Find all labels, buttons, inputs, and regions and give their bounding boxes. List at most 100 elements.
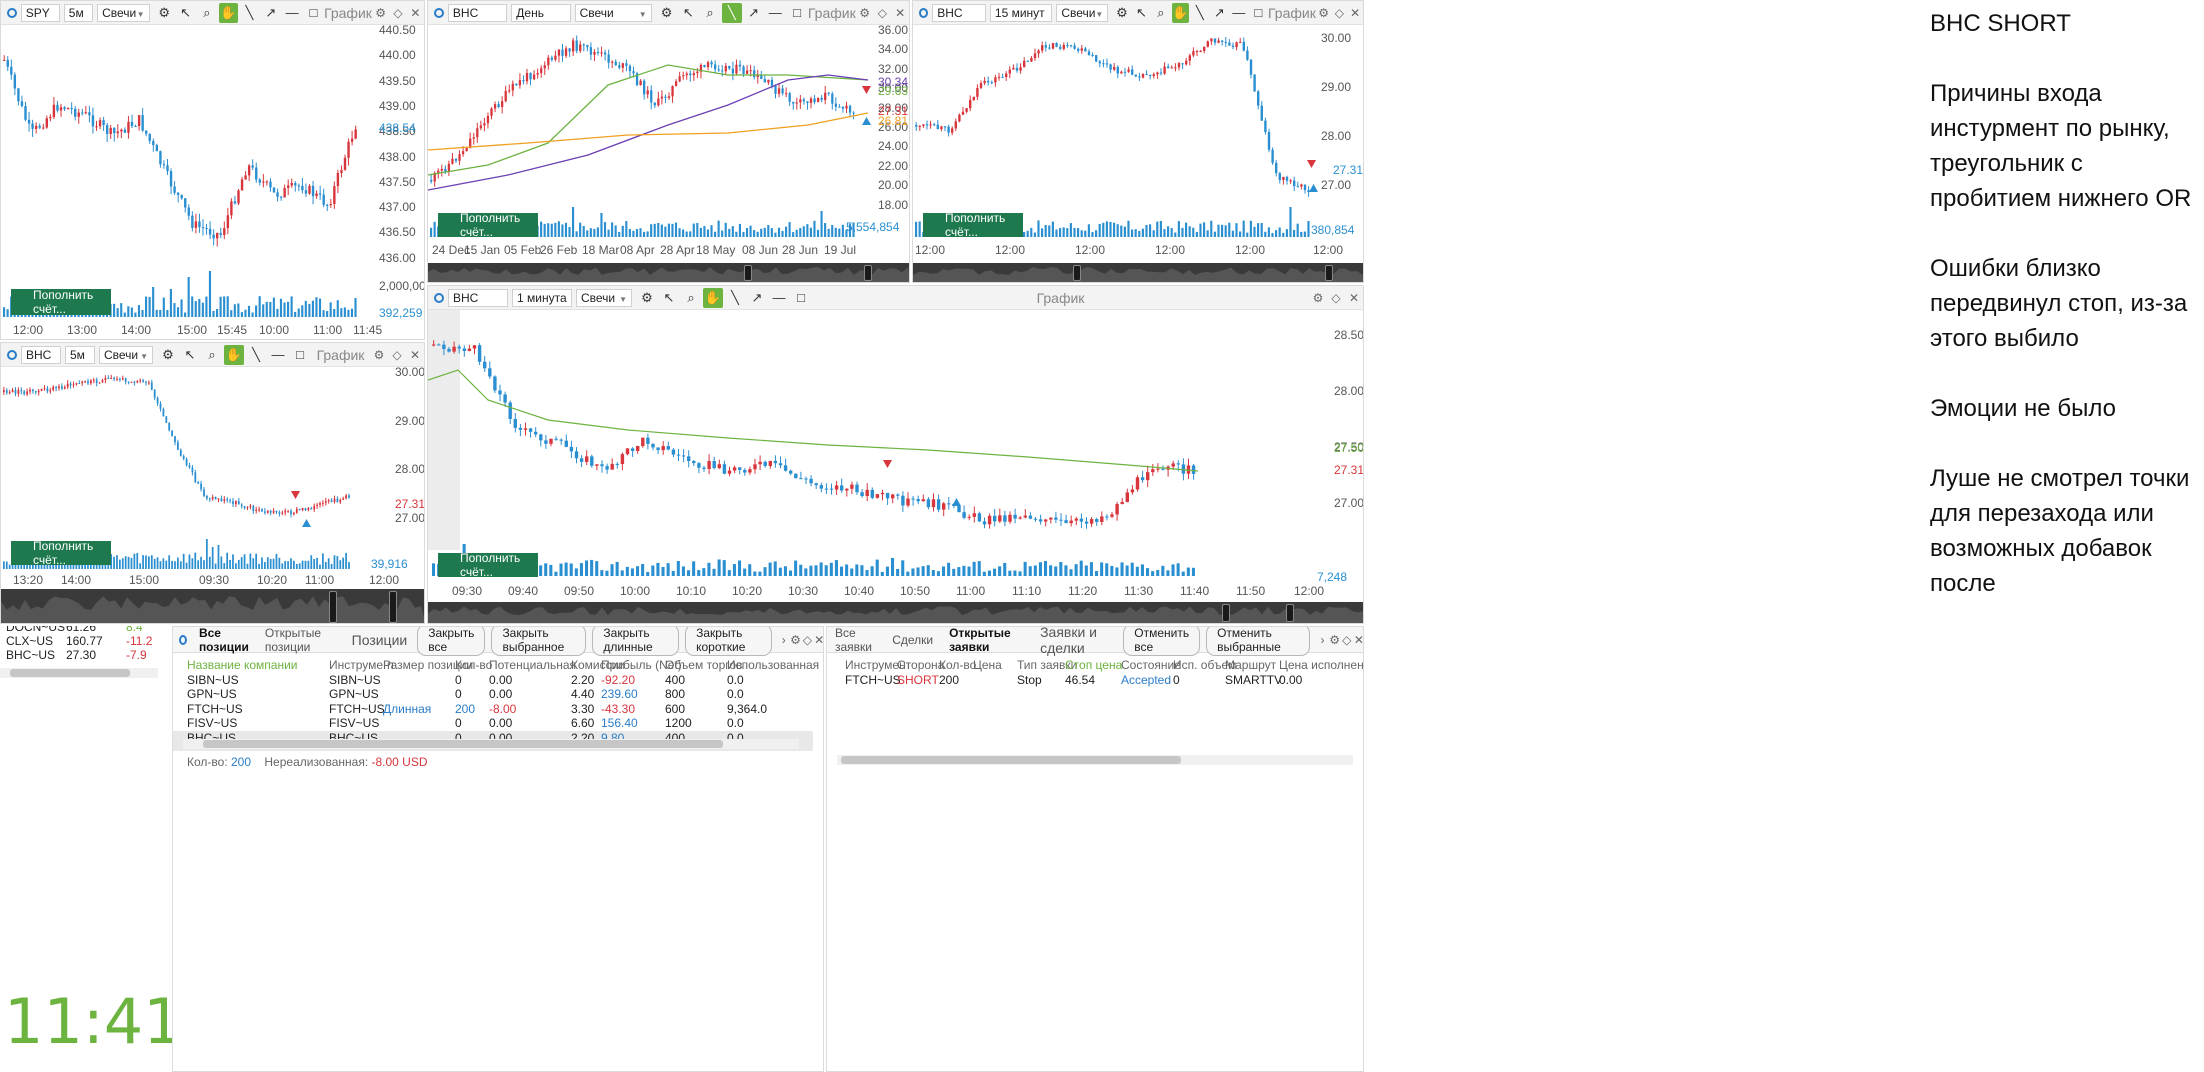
pin-icon[interactable] xyxy=(919,7,929,18)
cursor-icon[interactable]: ↖ xyxy=(682,4,694,20)
interval-select[interactable]: 15 минут xyxy=(989,3,1053,22)
column-header[interactable]: Кол-во xyxy=(939,658,977,672)
hline-tool-icon[interactable]: — xyxy=(1232,5,1246,20)
column-header[interactable]: Прибыль (Net) xyxy=(601,658,682,672)
ticker-select[interactable]: SPY xyxy=(20,3,60,22)
rect-tool-icon[interactable]: □ xyxy=(1254,5,1263,20)
zoom-icon[interactable]: ⌕ xyxy=(203,4,211,20)
indicators-icon[interactable]: ⚙ xyxy=(162,346,174,362)
charttype-select[interactable]: Свечи ▼ xyxy=(97,3,150,22)
interval-select[interactable]: 1 минута xyxy=(512,288,572,307)
ticker-select[interactable]: BHC xyxy=(932,3,986,22)
settings-icon[interactable]: ⚙ xyxy=(1312,290,1324,305)
column-header[interactable]: Использованная Г xyxy=(727,658,824,672)
positions-scrollbar[interactable] xyxy=(183,739,799,749)
ticker-select[interactable]: BHC xyxy=(448,288,508,307)
charttype-select[interactable]: Свечи ▼ xyxy=(1056,3,1109,22)
line-tool-active-icon[interactable]: ╲ xyxy=(721,2,742,23)
hand-icon[interactable]: ✋ xyxy=(703,287,723,308)
column-header[interactable]: Размер позиции xyxy=(383,658,474,672)
indicators-icon[interactable]: ⚙ xyxy=(1116,4,1128,20)
close-icon[interactable]: ✕ xyxy=(1353,632,1364,647)
scroll-thumb[interactable] xyxy=(10,669,130,677)
scroll-thumb[interactable] xyxy=(203,740,723,748)
column-header[interactable]: Объем торгов xyxy=(665,658,743,672)
cursor-icon[interactable]: ↖ xyxy=(663,289,675,305)
close-short-button[interactable]: Закрыть короткие xyxy=(685,627,772,656)
interval-select[interactable]: День xyxy=(511,3,571,22)
pin-icon[interactable] xyxy=(434,292,444,303)
navigator-handle-right[interactable] xyxy=(389,591,397,623)
charttype-select[interactable]: Свечи ▼ xyxy=(99,345,153,364)
hand-icon[interactable]: ✋ xyxy=(218,2,238,23)
pin-icon[interactable] xyxy=(7,7,17,18)
deposit-button[interactable]: Пополнить счёт... xyxy=(11,539,111,567)
zoom-icon[interactable]: ⌕ xyxy=(687,289,695,305)
ray-tool-icon[interactable]: ↗ xyxy=(748,4,759,20)
zoom-icon[interactable]: ⌕ xyxy=(1157,4,1165,20)
settings-icon[interactable]: ⚙ xyxy=(375,5,386,20)
collapse-icon[interactable]: ◇ xyxy=(1342,632,1352,647)
column-header[interactable]: Состояние xyxy=(1121,658,1181,672)
settings-icon[interactable]: ⚙ xyxy=(790,632,801,647)
collapse-icon[interactable]: ◇ xyxy=(392,347,402,362)
ray-tool-icon[interactable]: ↗ xyxy=(265,4,277,20)
chevron-right-icon[interactable]: › xyxy=(1320,632,1325,647)
close-icon[interactable]: ✕ xyxy=(895,5,906,20)
close-icon[interactable]: ✕ xyxy=(409,347,421,362)
pin-icon[interactable] xyxy=(7,349,17,360)
column-header[interactable]: Исп. объем xyxy=(1173,658,1237,672)
tab-open-orders[interactable]: Открытые заявки xyxy=(949,626,1011,654)
charttype-select[interactable]: Свечи ▼ xyxy=(574,3,652,22)
deposit-button[interactable]: Пополнить счёт... xyxy=(11,288,111,316)
scroll-thumb[interactable] xyxy=(841,756,1181,764)
navigator[interactable] xyxy=(913,263,1363,282)
hline-tool-icon[interactable]: — xyxy=(285,5,299,20)
navigator-handle-right[interactable] xyxy=(1325,265,1333,281)
settings-icon[interactable]: ⚙ xyxy=(373,347,385,362)
column-header[interactable]: Сторона xyxy=(897,658,945,672)
line-tool-icon[interactable]: ╲ xyxy=(731,289,739,305)
close-icon[interactable]: ✕ xyxy=(1348,290,1360,305)
pin-icon[interactable] xyxy=(179,634,187,645)
ray-tool-icon[interactable]: ↗ xyxy=(751,289,763,305)
zoom-icon[interactable]: ⌕ xyxy=(208,346,216,362)
ticker-select[interactable]: BHC xyxy=(447,3,508,22)
column-header[interactable]: Тип заявки xyxy=(1017,658,1078,672)
watchlist-row[interactable]: BHC~US 27.30 -7.9 xyxy=(6,648,156,662)
column-header[interactable]: Маршрут xyxy=(1225,658,1277,672)
close-icon[interactable]: ✕ xyxy=(814,632,824,647)
column-header[interactable]: Кол-во xyxy=(455,658,493,672)
cursor-icon[interactable]: ↖ xyxy=(1135,4,1147,20)
collapse-icon[interactable]: ◇ xyxy=(1334,5,1345,20)
close-selected-button[interactable]: Закрыть выбранное xyxy=(491,627,587,656)
zoom-icon[interactable]: ⌕ xyxy=(706,4,714,20)
navigator-handle-left[interactable] xyxy=(329,591,337,623)
interval-select[interactable]: 5м xyxy=(63,3,94,22)
close-icon[interactable]: ✕ xyxy=(1350,5,1361,20)
table-row[interactable]: SIBN~US SIBN~US 0 0.00 2.20 -92.20 400 0.0 xyxy=(173,673,813,693)
tab-open-positions[interactable]: Открытые позиции xyxy=(264,626,322,654)
tab-trades[interactable]: Сделки xyxy=(892,632,934,647)
watchlist-row[interactable]: CLX~US 160.77 -11.2 xyxy=(6,634,156,648)
indicators-icon[interactable]: ⚙ xyxy=(660,4,673,20)
close-long-button[interactable]: Закрыть длинные xyxy=(592,627,680,656)
navigator-handle-left[interactable] xyxy=(1073,265,1081,281)
navigator-handle-left[interactable] xyxy=(744,265,752,281)
column-header[interactable]: Инструмент xyxy=(329,658,396,672)
hline-tool-icon[interactable]: — xyxy=(271,347,285,362)
line-tool-icon[interactable]: ╲ xyxy=(1195,4,1204,20)
line-tool-icon[interactable]: ╲ xyxy=(245,4,254,20)
table-row[interactable]: FTCH~US SHORT 200 Stop 46.54 Accepted 0 SMARTTV… xyxy=(827,673,1363,693)
hand-icon[interactable]: ✋ xyxy=(224,344,244,365)
close-all-button[interactable]: Закрыть все xyxy=(417,627,486,656)
navigator-handle-right[interactable] xyxy=(864,265,872,281)
rect-tool-icon[interactable]: □ xyxy=(793,5,801,20)
line-tool-icon[interactable]: ╲ xyxy=(252,346,260,362)
column-header[interactable]: Инструмент xyxy=(845,658,912,672)
collapse-icon[interactable]: ◇ xyxy=(1331,290,1341,305)
indicators-icon[interactable]: ⚙ xyxy=(641,289,653,305)
navigator[interactable] xyxy=(1,589,424,623)
settings-icon[interactable]: ⚙ xyxy=(1318,5,1330,20)
settings-icon[interactable]: ⚙ xyxy=(859,5,870,20)
